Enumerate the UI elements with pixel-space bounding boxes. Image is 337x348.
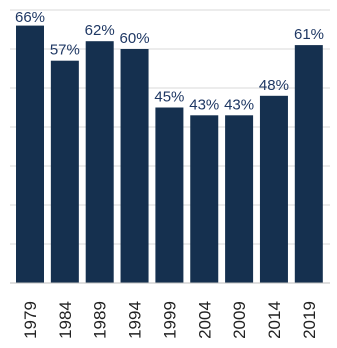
x-tick-label-1979: 1979	[21, 301, 40, 339]
value-label-1994: 60%	[120, 30, 150, 47]
x-tick-label-1984: 1984	[56, 301, 75, 339]
bar-2019	[294, 45, 323, 283]
bar-1984	[50, 60, 79, 284]
value-label-2014: 48%	[259, 77, 289, 94]
bars	[16, 25, 323, 284]
value-label-1989: 62%	[85, 22, 115, 39]
bar-1989	[85, 41, 114, 284]
value-label-2009: 43%	[224, 96, 254, 113]
value-label-1999: 45%	[154, 89, 184, 106]
value-labels: 66% 57% 62% 60% 45% 43% 43% 48%	[15, 9, 289, 113]
x-tick-label-2004: 2004	[195, 301, 214, 339]
x-tick-labels: 1979 1984 1989 1994 1999 2004 2009 2014 2019	[21, 301, 319, 339]
x-tick-label-2009: 2009	[230, 301, 249, 339]
x-tick-label-1994: 1994	[126, 301, 145, 339]
value-label-1984: 57%	[50, 42, 80, 59]
value-label-2019: 61%	[294, 26, 324, 43]
bar-2004	[190, 115, 219, 283]
bar-1979	[16, 25, 44, 283]
bar-2014	[259, 95, 288, 283]
bar-1999	[155, 107, 184, 283]
x-tick-label-1989: 1989	[91, 301, 110, 339]
bar-2009	[225, 115, 254, 283]
x-tick-label-1999: 1999	[160, 301, 179, 339]
bar-1994	[120, 49, 149, 283]
value-label-2004: 43%	[189, 96, 219, 113]
x-tick-label-2019: 2019	[300, 301, 319, 339]
x-tick-label-2014: 2014	[265, 301, 284, 339]
value-label-1979: 66%	[15, 9, 45, 26]
